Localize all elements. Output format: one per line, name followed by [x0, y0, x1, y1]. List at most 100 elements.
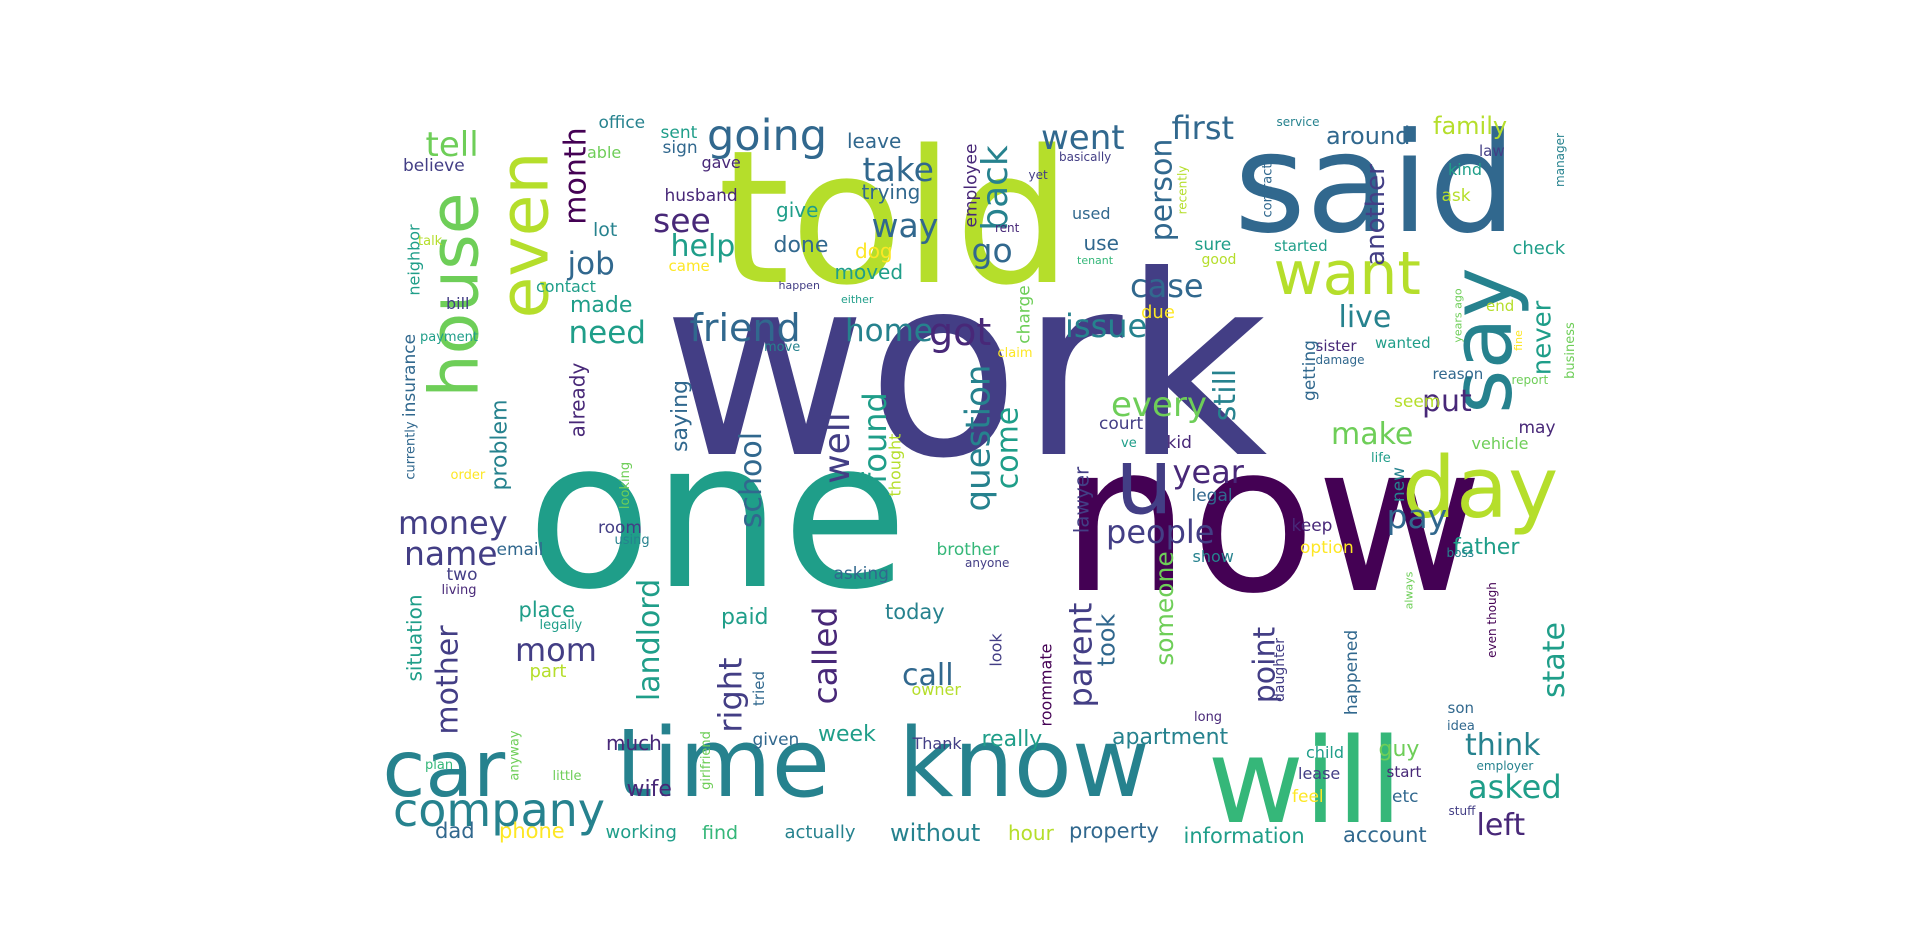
word-either: either: [841, 292, 874, 306]
word-paid: paid: [721, 605, 769, 630]
word-issue: issue: [1065, 307, 1148, 345]
word-sent: sent: [660, 122, 698, 143]
word-property: property: [1069, 818, 1159, 843]
word-ve: ve: [1121, 435, 1137, 451]
word-gave: gave: [701, 153, 741, 172]
word-show: show: [1192, 547, 1234, 566]
word-happened: happened: [1341, 629, 1362, 715]
word-always: always: [1402, 571, 1416, 609]
word-name: name: [404, 533, 498, 573]
word-person: person: [1143, 138, 1179, 242]
word-owner: owner: [911, 680, 961, 699]
word-legally: legally: [539, 617, 583, 633]
word-will: will: [1207, 712, 1403, 850]
word-brother: brother: [936, 539, 1000, 560]
word-wife: wife: [626, 777, 672, 802]
word-business: business: [1562, 321, 1578, 379]
word-right: right: [711, 657, 750, 733]
word-son: son: [1447, 698, 1475, 717]
word-manager: manager: [1552, 133, 1567, 187]
word-well: well: [816, 412, 858, 484]
word-dog: dog: [855, 239, 893, 263]
word-friend: friend: [689, 306, 801, 350]
word-company: company: [393, 783, 606, 837]
word-part: part: [529, 661, 567, 682]
word-live: live: [1338, 300, 1392, 335]
word-now: now: [1060, 400, 1484, 639]
word-need: need: [568, 314, 646, 351]
word-today: today: [885, 599, 945, 624]
word-child: child: [1306, 743, 1344, 762]
word-claim: claim: [997, 345, 1033, 361]
word-day: day: [1402, 438, 1559, 538]
word-want: want: [1273, 239, 1421, 309]
word-give: give: [776, 198, 819, 222]
word-problem: problem: [487, 399, 513, 491]
word-check: check: [1512, 238, 1566, 259]
word-kid: kid: [1166, 432, 1192, 453]
word-landlord: landlord: [632, 578, 668, 702]
word-said: said: [1234, 103, 1517, 264]
word-job: job: [567, 245, 615, 282]
word-tried: tried: [749, 670, 768, 706]
word-much: much: [606, 731, 662, 755]
word-anyone: anyone: [965, 556, 1010, 570]
word-reason: reason: [1432, 364, 1484, 383]
word-came: came: [668, 256, 710, 275]
word-sister: sister: [1315, 336, 1357, 355]
word-time: time: [615, 708, 831, 819]
word-service: service: [1276, 115, 1320, 129]
word-father: father: [1453, 535, 1520, 560]
word-law: law: [1479, 141, 1505, 160]
word-work: work: [662, 222, 1268, 513]
word-feel: feel: [1292, 786, 1324, 807]
word-around: around: [1326, 122, 1411, 150]
word-still: still: [1208, 368, 1244, 422]
word-vehicle: vehicle: [1471, 434, 1529, 453]
word-getting: getting: [1299, 339, 1320, 401]
word-school: school: [734, 431, 770, 529]
word-looking: looking: [617, 461, 633, 509]
word-account: account: [1343, 822, 1427, 847]
word-tell: tell: [425, 125, 479, 165]
word-saying: saying: [667, 380, 693, 452]
word-thank: Thank: [912, 734, 962, 753]
word-use: use: [1083, 231, 1119, 255]
word-two: two: [446, 564, 478, 585]
word-help: help: [670, 229, 736, 264]
word-hour: hour: [1008, 821, 1054, 845]
word-one: one: [526, 396, 908, 635]
word-girlfriend: girlfriend: [698, 730, 714, 790]
word-used: used: [1072, 204, 1111, 223]
word-look: look: [986, 633, 1006, 667]
word-ask: ask: [1441, 185, 1471, 206]
word-case: case: [1130, 267, 1204, 305]
word-room: room: [598, 517, 642, 538]
word-wanted: wanted: [1375, 333, 1431, 352]
word-contact: contact: [536, 277, 596, 296]
word-anyway: anyway: [507, 729, 523, 781]
word-situation: situation: [402, 594, 427, 682]
word-moved: moved: [834, 260, 904, 284]
word-lot: lot: [593, 218, 618, 241]
word-make: make: [1331, 417, 1414, 452]
word-talk: talk: [418, 233, 443, 249]
word-currently: currently: [403, 420, 419, 480]
word-first: first: [1171, 109, 1235, 147]
word-left: left: [1476, 808, 1526, 843]
word-know: know: [898, 708, 1150, 819]
word-people: people: [1106, 513, 1215, 551]
word-already: already: [564, 362, 589, 438]
word-going: going: [707, 110, 828, 161]
word-go: go: [971, 230, 1013, 270]
word-asked: asked: [1468, 768, 1562, 806]
word-another: another: [1360, 164, 1391, 266]
word-email: email: [496, 539, 544, 560]
word-sign: sign: [662, 137, 698, 158]
word-told: told: [717, 109, 1073, 326]
word-recently: recently: [1174, 165, 1189, 215]
word-month: month: [558, 127, 594, 225]
word-etc: etc: [1392, 786, 1419, 807]
word-happen: happen: [778, 278, 820, 292]
